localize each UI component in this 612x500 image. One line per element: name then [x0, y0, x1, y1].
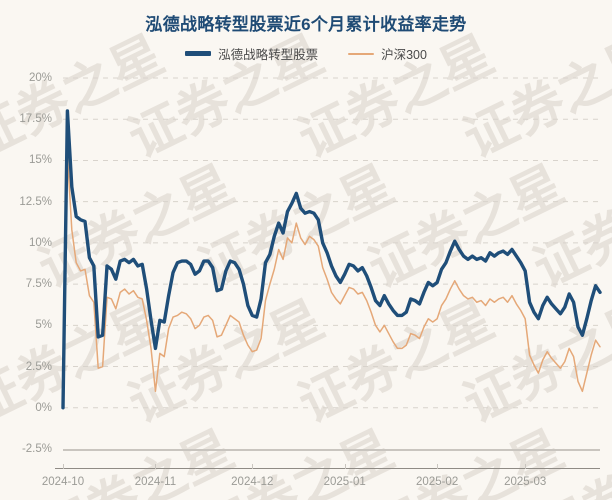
legend-swatch-index — [348, 52, 375, 55]
y-axis-tick-label: 17.5% — [19, 113, 52, 126]
legend-item-index[interactable]: 沪深300 — [348, 44, 427, 63]
legend-label-fund: 泓德战略转型股票 — [218, 48, 319, 62]
y-axis-tick-label: 20% — [28, 72, 52, 84]
x-axis-line — [63, 449, 600, 451]
legend-label-index: 沪深300 — [381, 48, 427, 62]
legend-item-fund[interactable]: 泓德战略转型股票 — [185, 44, 318, 63]
chart-plot-area — [61, 77, 602, 449]
x-axis-tick-label: 2024-12 — [231, 476, 274, 488]
series-line-hongde — [61, 109, 602, 410]
x-axis-tick-label: 2025-03 — [504, 476, 547, 488]
x-axis-tick-line — [55, 468, 600, 469]
x-axis-tick-label: 2025-01 — [323, 476, 366, 488]
y-axis-tick-label: 2.5% — [25, 360, 52, 373]
chart-legend: 泓德战略转型股票 沪深300 — [0, 44, 612, 63]
chart-svg — [61, 77, 602, 410]
page-title: 泓德战略转型股票近6个月累计收益率走势 — [145, 15, 467, 34]
y-axis-tick-label: 10% — [28, 236, 52, 249]
x-axis-tick-label: 2024-10 — [41, 476, 85, 488]
y-axis-tick-label: 7.5% — [25, 278, 52, 291]
y-axis-tick-label: 15% — [28, 154, 52, 167]
series-line-huShen300 — [62, 153, 601, 409]
x-axis-tick-label: 2024-11 — [134, 476, 177, 488]
y-axis-tick-label: 12.5% — [19, 195, 52, 208]
gridlines — [63, 77, 600, 409]
legend-swatch-fund — [185, 51, 212, 56]
y-axis-tick-label: 0% — [35, 401, 52, 414]
y-axis-tick-label: 5% — [35, 319, 52, 332]
x-axis-tick-label: 2025-02 — [416, 476, 459, 488]
y-axis-tick-label: -2.5% — [21, 443, 52, 455]
